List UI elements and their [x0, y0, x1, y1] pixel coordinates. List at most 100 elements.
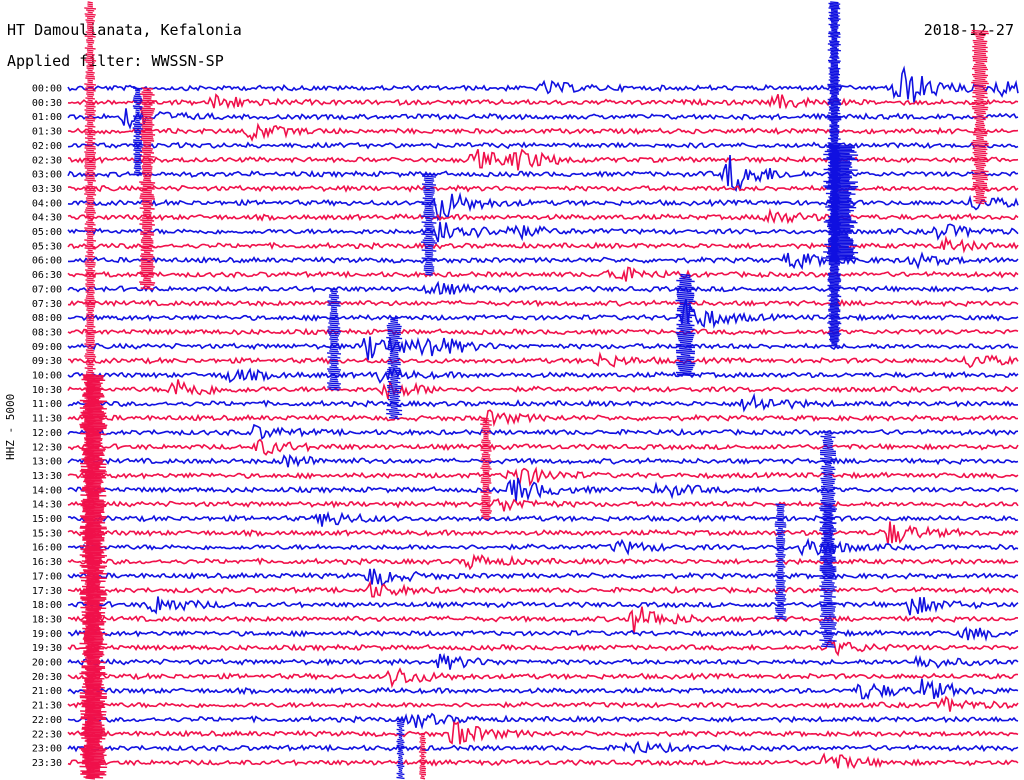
trace-row [68, 351, 1019, 369]
event-spike [79, 374, 108, 779]
row-label: 23:30 [32, 758, 62, 769]
trace-layer [67, 1, 1019, 780]
trace-row [67, 266, 1019, 282]
trace-row [67, 568, 1019, 587]
trace-row [67, 477, 1019, 503]
row-label: 03:30 [32, 184, 62, 195]
trace-row [67, 638, 1019, 657]
row-label: 23:00 [32, 744, 62, 755]
trace-row [67, 366, 1019, 384]
trace-row [67, 453, 1019, 468]
trace-row [67, 652, 1019, 670]
trace-row [67, 235, 1019, 254]
trace-row [67, 695, 1019, 712]
row-label: 15:00 [32, 514, 62, 525]
row-label: 05:30 [32, 241, 62, 252]
row-label: 17:30 [32, 586, 62, 597]
trace-row [67, 148, 1019, 171]
row-label: 04:00 [32, 198, 62, 209]
row-label: 19:30 [32, 643, 62, 654]
trace-row [67, 712, 1019, 730]
event-spike [418, 733, 427, 780]
row-label: 17:00 [32, 571, 62, 582]
trace-row [67, 537, 1019, 557]
trace-row [67, 280, 1019, 295]
row-label: 16:00 [32, 543, 62, 554]
trace-row [67, 721, 1019, 745]
trace-row [67, 108, 1019, 130]
row-label: 06:30 [32, 270, 62, 281]
event-spike [774, 503, 787, 620]
trace-row [67, 740, 1019, 755]
row-label: 02:00 [32, 141, 62, 152]
row-label: 08:30 [32, 327, 62, 338]
row-label: 10:30 [32, 385, 62, 396]
row-label: 21:30 [32, 701, 62, 712]
date-label: 2018-12-27 [923, 21, 1014, 39]
trace-row [67, 392, 1019, 413]
row-label: 02:30 [32, 155, 62, 166]
row-label: 07:00 [32, 284, 62, 295]
trace-row [67, 497, 1019, 512]
row-label: 00:30 [32, 98, 62, 109]
trace-row [67, 580, 1019, 598]
trace-row [68, 438, 1019, 456]
event-spike [822, 144, 859, 261]
event-spike [386, 316, 403, 420]
row-label: 09:00 [32, 342, 62, 353]
event-spike [818, 503, 838, 648]
trace-row [67, 678, 1019, 701]
trace-row [67, 466, 1019, 487]
row-label: 21:00 [32, 686, 62, 697]
row-label: 05:00 [32, 227, 62, 238]
event-spike [396, 718, 405, 780]
event-spike [139, 87, 156, 290]
trace-row [67, 596, 1019, 616]
event-spike [326, 288, 342, 391]
trace-row [67, 298, 1019, 329]
trace-row [67, 207, 1019, 225]
trace-row [67, 553, 1019, 571]
row-label: 20:00 [32, 658, 62, 669]
row-label: 14:30 [32, 500, 62, 511]
event-spike [480, 417, 492, 520]
row-label: 22:30 [32, 729, 62, 740]
filter-label: Applied filter: WWSSN-SP [7, 52, 224, 70]
row-label: 18:00 [32, 600, 62, 611]
trace-row [67, 423, 1019, 441]
row-label: 14:00 [32, 485, 62, 496]
row-label: 01:30 [32, 127, 62, 138]
trace-row [67, 122, 1019, 143]
trace-row [67, 221, 1019, 243]
station-title: HT Damoulianata, Kefalonia [7, 21, 242, 39]
trace-row [68, 251, 1019, 271]
trace-row [67, 298, 1019, 308]
trace-row [67, 93, 1019, 110]
trace-row [67, 336, 1019, 361]
trace-row [67, 752, 1019, 770]
trace-row [67, 626, 1019, 642]
event-spike [132, 87, 143, 176]
row-label: 08:00 [32, 313, 62, 324]
row-label: 12:30 [32, 442, 62, 453]
event-spike [675, 273, 696, 377]
row-label: 16:30 [32, 557, 62, 568]
row-label: 12:00 [32, 428, 62, 439]
trace-row [67, 65, 1019, 103]
event-spike [971, 29, 989, 205]
row-label: 19:00 [32, 629, 62, 640]
row-label: 22:00 [32, 715, 62, 726]
trace-row [67, 154, 1019, 193]
row-label: 13:30 [32, 471, 62, 482]
row-label: 04:30 [32, 213, 62, 224]
row-label: 11:30 [32, 414, 62, 425]
trace-row [68, 606, 1019, 634]
trace-row [67, 327, 1019, 336]
row-label: 13:00 [32, 457, 62, 468]
trace-row [67, 409, 1019, 428]
trace-row [67, 510, 1019, 527]
row-label-layer: 00:00 00:30 01:00 01:30 02:00 02:30 03:00 03:30… [32, 84, 62, 769]
event-spike [420, 173, 438, 276]
row-label: 09:30 [32, 356, 62, 367]
